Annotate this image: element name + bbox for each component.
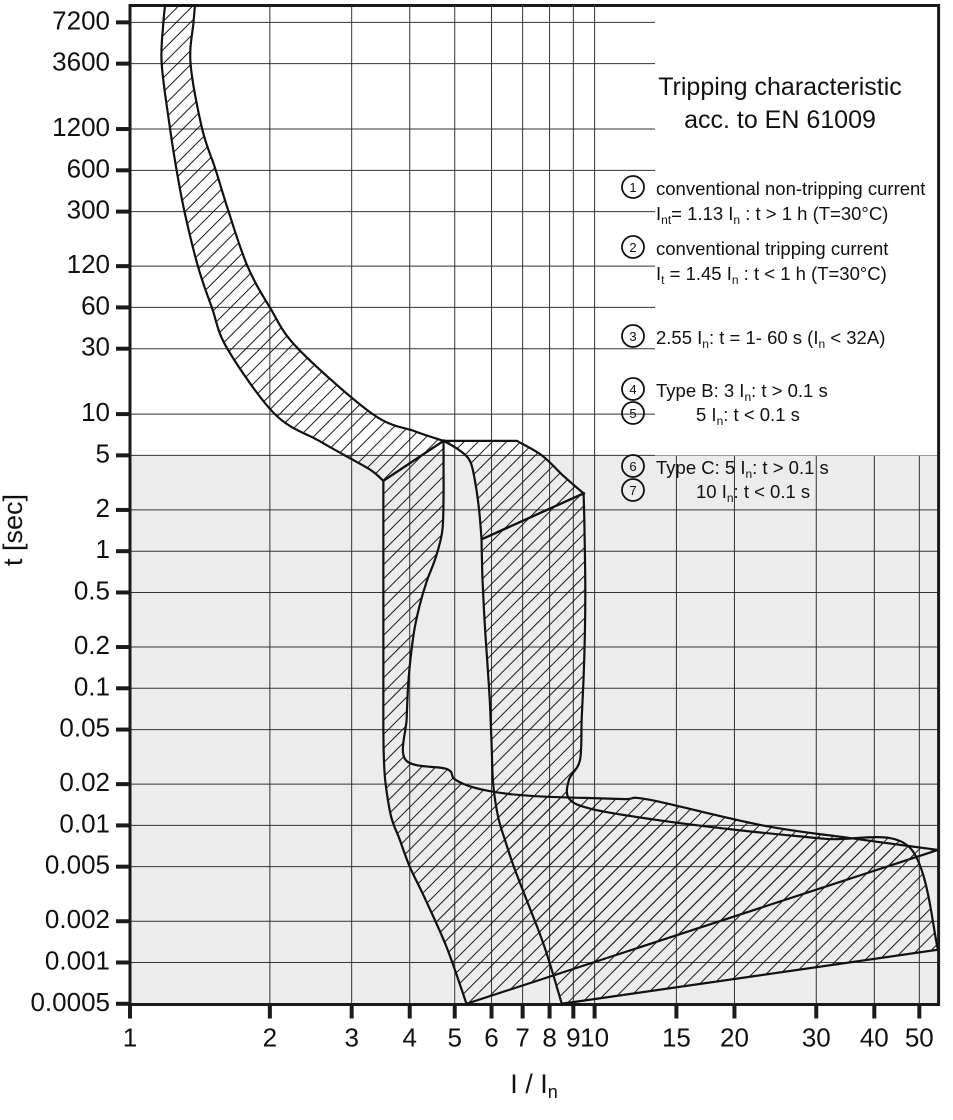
svg-text:15: 15	[662, 1023, 691, 1053]
svg-text:30: 30	[802, 1023, 831, 1053]
svg-text:0.02: 0.02	[59, 767, 110, 797]
svg-text:3600: 3600	[52, 47, 110, 77]
svg-text:3: 3	[629, 329, 636, 344]
svg-text:10: 10	[81, 397, 110, 427]
svg-text:300: 300	[67, 195, 110, 225]
svg-text:60: 60	[81, 290, 110, 320]
svg-text:5: 5	[629, 406, 636, 421]
svg-text:3: 3	[344, 1023, 358, 1053]
svg-text:Type C: 5 In: t > 0.1 s: Type C: 5 In: t > 0.1 s	[656, 457, 829, 481]
svg-text:2: 2	[629, 240, 636, 255]
svg-text:7: 7	[515, 1023, 529, 1053]
svg-text:6: 6	[484, 1023, 498, 1053]
svg-text:2.55 In: t = 1- 60 s (In < 32A: 2.55 In: t = 1- 60 s (In < 32A)	[656, 327, 885, 351]
svg-text:7: 7	[629, 483, 636, 498]
svg-text:conventional tripping current: conventional tripping current	[656, 238, 888, 259]
svg-text:7200: 7200	[52, 5, 110, 35]
svg-text:5: 5	[447, 1023, 461, 1053]
svg-text:acc. to EN 61009: acc. to EN 61009	[684, 106, 876, 134]
svg-text:Int= 1.13 In : t > 1 h (T=30: Int= 1.13 In : t > 1 h (T=30°C)	[656, 203, 888, 227]
svg-text:6: 6	[629, 459, 636, 474]
svg-text:t [sec]: t [sec]	[0, 494, 28, 566]
svg-text:Type B: 3 In: t > 0.1 s: Type B: 3 In: t > 0.1 s	[656, 380, 828, 404]
svg-text:8: 8	[542, 1023, 556, 1053]
svg-text:1: 1	[629, 180, 636, 195]
svg-text:1: 1	[96, 534, 110, 564]
svg-text:Tripping characteristic: Tripping characteristic	[658, 73, 902, 101]
svg-text:10 In: t < 0.1 s: 10 In: t < 0.1 s	[696, 481, 810, 505]
svg-text:4: 4	[629, 382, 636, 397]
svg-text:0.2: 0.2	[74, 630, 110, 660]
svg-text:50: 50	[905, 1023, 934, 1053]
svg-text:2: 2	[263, 1023, 277, 1053]
svg-text:1200: 1200	[52, 112, 110, 142]
svg-text:5: 5	[96, 438, 110, 468]
svg-text:40: 40	[860, 1023, 889, 1053]
svg-text:5 In: t < 0.1 s: 5 In: t < 0.1 s	[696, 404, 800, 428]
svg-text:conventional non-tripping curr: conventional non-tripping current	[656, 178, 925, 199]
svg-text:120: 120	[67, 249, 110, 279]
svg-text:4: 4	[402, 1023, 416, 1053]
svg-text:1: 1	[123, 1023, 137, 1053]
svg-text:600: 600	[67, 153, 110, 183]
svg-text:20: 20	[720, 1023, 749, 1053]
svg-text:0.1: 0.1	[74, 671, 110, 701]
svg-text:0.001: 0.001	[45, 946, 110, 976]
svg-text:0.002: 0.002	[45, 904, 110, 934]
svg-text:0.0005: 0.0005	[30, 987, 110, 1017]
svg-text:0.05: 0.05	[59, 713, 110, 743]
svg-text:10: 10	[580, 1023, 609, 1053]
svg-text:0.005: 0.005	[45, 850, 110, 880]
svg-text:0.5: 0.5	[74, 576, 110, 606]
svg-text:30: 30	[81, 332, 110, 362]
svg-text:I / In: I / In	[510, 1069, 558, 1102]
svg-text:2: 2	[96, 493, 110, 523]
svg-text:0.01: 0.01	[59, 808, 110, 838]
svg-text:9: 9	[566, 1023, 580, 1053]
svg-text:It = 1.45 In : t < 1 h (T=30: It = 1.45 In : t < 1 h (T=30°C)	[656, 263, 887, 287]
